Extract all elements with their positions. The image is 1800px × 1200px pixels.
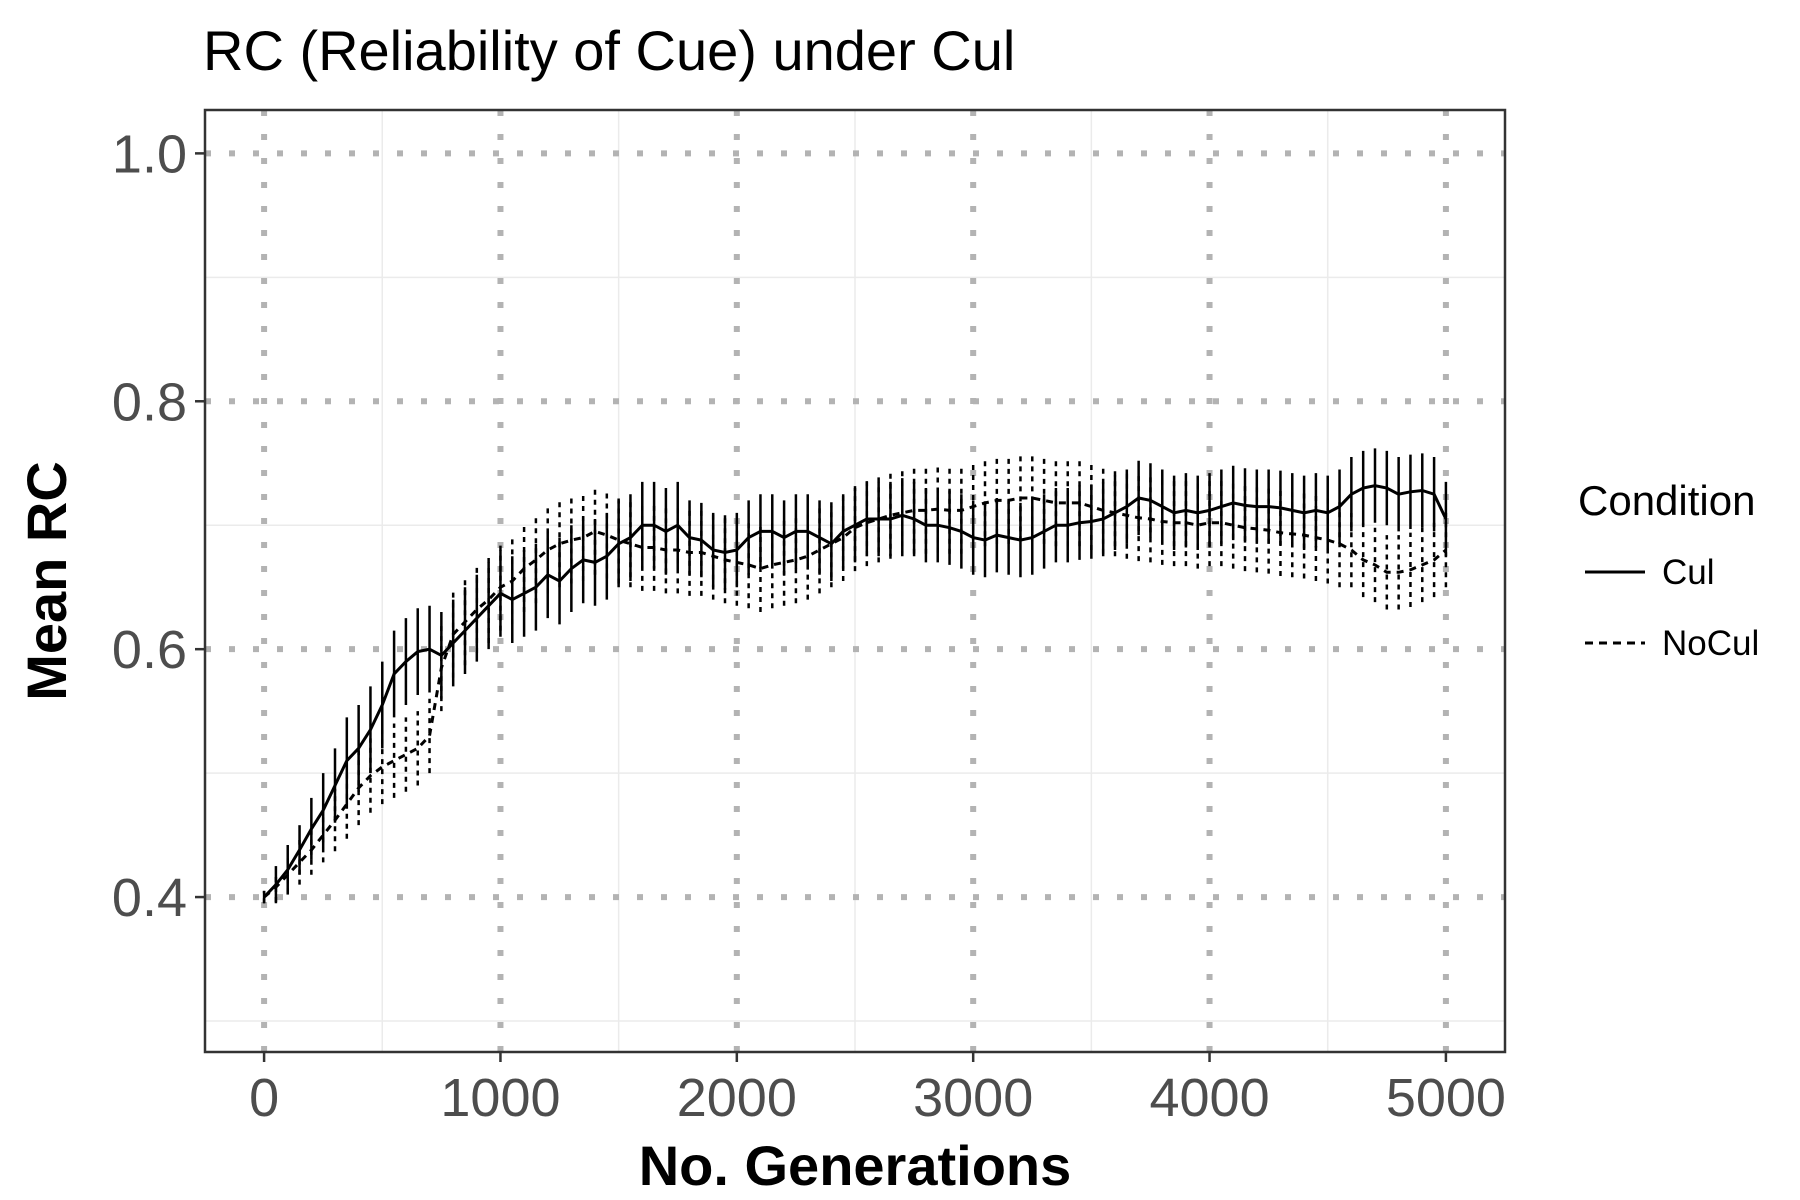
series-layer bbox=[262, 448, 1448, 904]
x-tick-label: 0 bbox=[249, 1068, 279, 1128]
x-tick-label: 4000 bbox=[1149, 1068, 1269, 1128]
y-tick-label: 1.0 bbox=[112, 124, 187, 184]
y-tick-label: 0.4 bbox=[112, 868, 187, 928]
legend: Condition Cul NoCul bbox=[1578, 477, 1759, 663]
legend-title: Condition bbox=[1578, 477, 1755, 524]
axes-layer: 0 1000 2000 3000 4000 5000 0.4 0.6 0.8 1.0 bbox=[112, 124, 1506, 1128]
series-line bbox=[263, 484, 1448, 899]
x-tick-label: 1000 bbox=[440, 1068, 560, 1128]
x-tick-label: 5000 bbox=[1386, 1068, 1506, 1128]
x-tick-label: 3000 bbox=[913, 1068, 1033, 1128]
x-axis-title: No. Generations bbox=[639, 1134, 1072, 1197]
plot-border bbox=[203, 108, 1507, 1054]
y-axis-title: Mean RC bbox=[15, 461, 78, 701]
y-tick-label: 0.8 bbox=[112, 372, 187, 432]
legend-label-cul: Cul bbox=[1662, 553, 1715, 592]
chart-title: RC (Reliability of Cue) under Cul bbox=[203, 19, 1015, 82]
y-tick-label: 0.6 bbox=[112, 620, 187, 680]
legend-label-nocul: NoCul bbox=[1662, 624, 1759, 663]
x-tick-label: 2000 bbox=[677, 1068, 797, 1128]
major-grid bbox=[205, 110, 1505, 1052]
series-nocul bbox=[262, 454, 1448, 904]
